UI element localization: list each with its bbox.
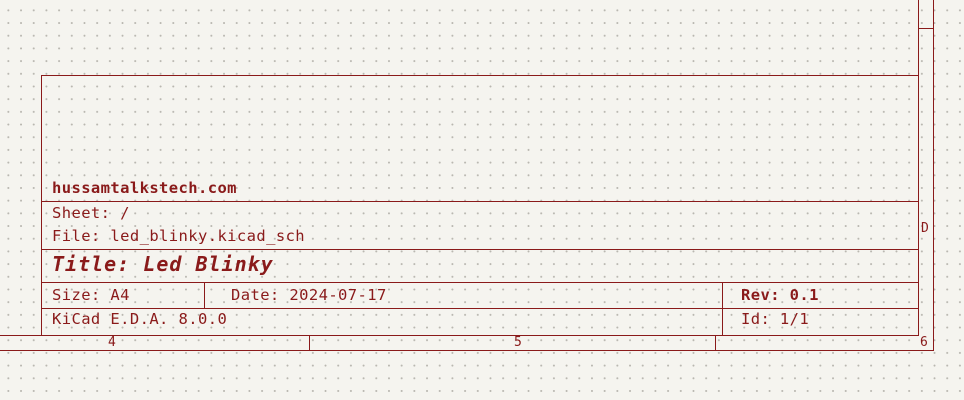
inner-border-right xyxy=(918,0,919,335)
column-zone-tick xyxy=(309,335,310,351)
date-field: Date: 2024-07-17 xyxy=(231,286,387,304)
title-block-top xyxy=(41,75,918,76)
outer-border-right xyxy=(933,0,934,350)
divider-company xyxy=(41,201,918,202)
title-block[interactable] xyxy=(41,75,918,335)
file-name: File: led_blinky.kicad_sch xyxy=(52,227,306,245)
outer-border-bottom xyxy=(0,350,934,351)
divider-size-date xyxy=(204,282,205,309)
paper-size: Size: A4 xyxy=(52,286,130,304)
title-block-left xyxy=(41,75,42,335)
page-title: Title: Led Blinky xyxy=(52,252,274,276)
divider-size xyxy=(41,308,918,309)
column-label-4: 4 xyxy=(108,335,117,350)
sheet-path: Sheet: / xyxy=(52,204,130,222)
company-name: hussamtalkstech.com xyxy=(52,179,237,197)
row-label-d: D xyxy=(921,221,930,236)
divider-title xyxy=(41,282,918,283)
column-label-6: 6 xyxy=(920,335,929,350)
revision-field: Rev: 0.1 xyxy=(741,286,819,304)
tool-version: KiCad E.D.A. 8.0.0 xyxy=(52,310,228,328)
row-zone-tick xyxy=(918,28,934,29)
inner-border-bottom xyxy=(0,335,919,336)
divider-file xyxy=(41,249,918,250)
divider-rev xyxy=(722,282,723,335)
column-label-5: 5 xyxy=(514,335,523,350)
sheet-id: Id: 1/1 xyxy=(741,310,810,328)
column-zone-tick xyxy=(715,335,716,351)
